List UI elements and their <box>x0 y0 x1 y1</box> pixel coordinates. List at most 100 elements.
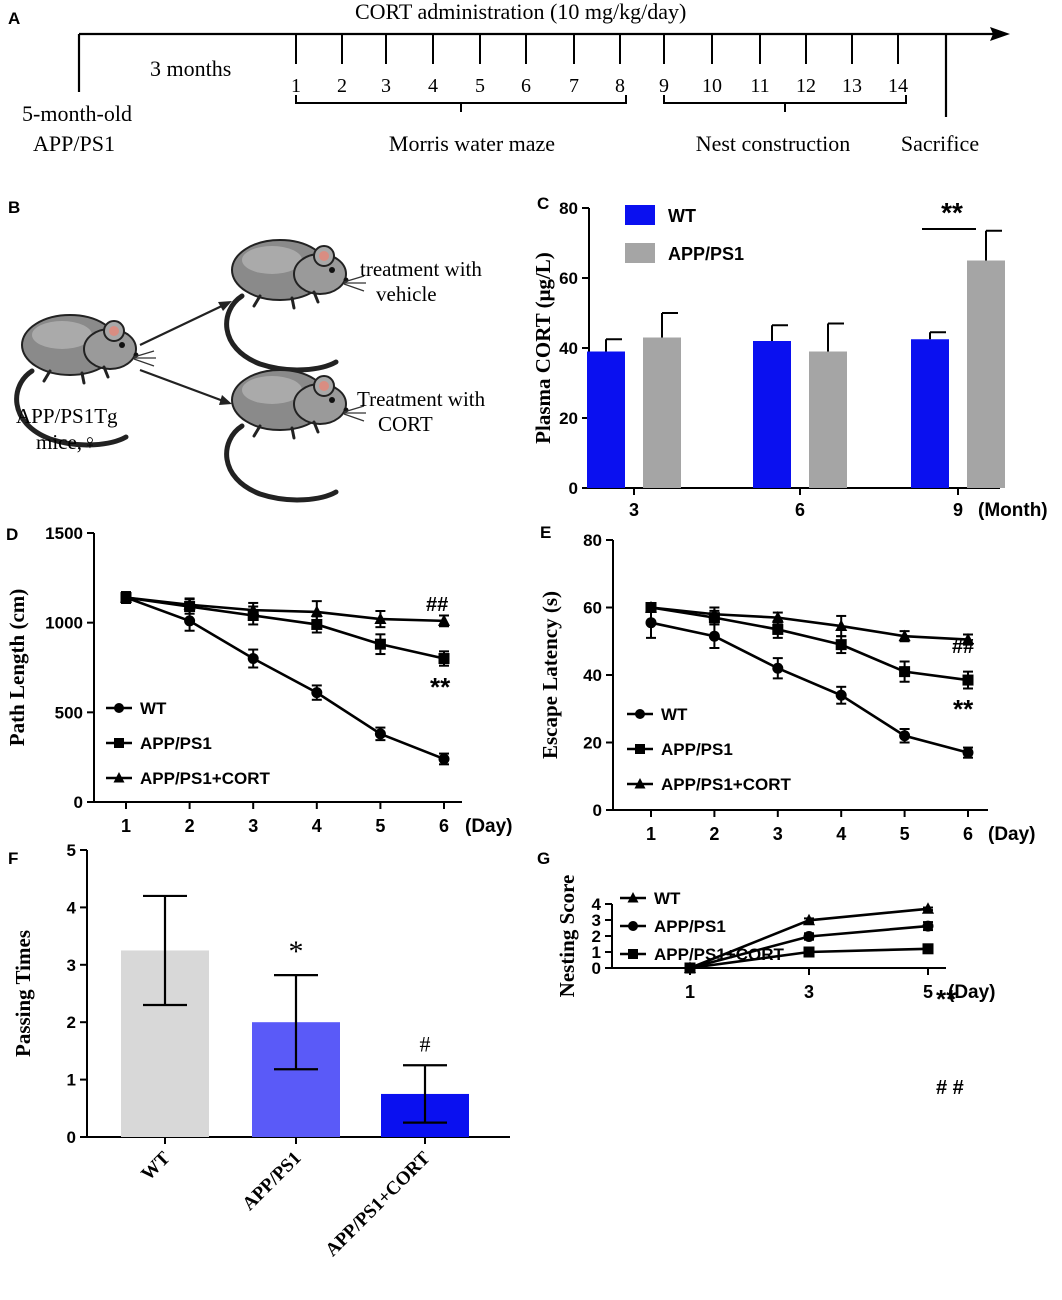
data-point-marker <box>684 962 696 974</box>
x-tick-label: APP/PS1+CORT <box>321 1147 434 1260</box>
day-tick-label: 11 <box>750 75 769 97</box>
x-tick-label: 4 <box>836 824 846 844</box>
data-point-marker <box>310 605 323 617</box>
data-point-marker <box>835 619 848 632</box>
data-point-marker <box>374 612 387 625</box>
x-tick-label: WT <box>137 1147 174 1184</box>
source-label-1: APP/PS1Tg <box>16 404 118 428</box>
y-tick-label: 60 <box>559 269 578 288</box>
data-point-marker <box>922 943 934 955</box>
legend-label: WT <box>140 699 167 718</box>
x-tick-label: 2 <box>185 816 195 836</box>
legend-label: APP/PS1 <box>140 734 212 753</box>
significance-label: ** <box>953 694 974 724</box>
day-tick-label: 10 <box>702 75 722 97</box>
data-point-marker <box>374 638 386 650</box>
data-point-marker <box>119 590 133 603</box>
bar-app-ps1 <box>809 351 847 488</box>
data-point-marker <box>898 629 911 642</box>
y-axis-label: Passing Times <box>11 930 35 1057</box>
data-point-marker <box>803 946 815 958</box>
data-point-marker <box>628 921 638 931</box>
panel-letter-d: D <box>6 525 18 544</box>
significance-label: # <box>420 1031 431 1056</box>
x-tick-label: APP/PS1 <box>238 1148 305 1215</box>
x-axis-label: (Day) <box>988 824 1036 845</box>
data-point-marker <box>645 617 657 629</box>
day-tick-label: 13 <box>842 75 862 97</box>
x-tick-label: 4 <box>312 816 322 836</box>
day-tick-label: 9 <box>659 75 669 97</box>
series-line <box>125 596 445 761</box>
data-point-marker <box>922 920 934 932</box>
x-tick-label: 1 <box>646 824 656 844</box>
day-tick-label: 14 <box>888 75 908 97</box>
data-point-marker <box>635 709 645 719</box>
y-tick-label: 60 <box>583 599 602 618</box>
y-tick-label: 40 <box>559 339 578 358</box>
x-tick-label: 1 <box>685 982 695 1002</box>
legend-label: WT <box>668 206 696 226</box>
y-tick-label: 5 <box>67 841 76 860</box>
y-tick-label: 0 <box>569 479 578 498</box>
mwm-label: Morris water maze <box>389 131 555 156</box>
data-point-marker <box>962 674 974 686</box>
legend-label: APP/PS1 <box>654 917 726 936</box>
data-point-marker <box>437 614 451 626</box>
day-tick-label: 8 <box>615 75 625 97</box>
data-point-marker <box>634 778 646 789</box>
y-tick-label: 20 <box>583 734 602 753</box>
y-axis-label: Escape Latency (s) <box>538 591 562 759</box>
x-axis-label: (Day) <box>948 982 996 1003</box>
bar-app-ps1 <box>643 337 681 488</box>
x-tick-label: 6 <box>963 824 973 844</box>
y-tick-label: 1 <box>67 1071 76 1090</box>
cort-arrow <box>139 368 227 404</box>
y-tick-label: 4 <box>592 895 602 914</box>
y-axis-label: Plasma CORT (μg/L) <box>531 252 555 444</box>
sacrifice-label: Sacrifice <box>901 131 979 156</box>
panel-letter-e: E <box>540 523 551 542</box>
x-tick-label: 2 <box>709 824 719 844</box>
bar-app-ps1 <box>967 260 1005 488</box>
series-wt <box>683 902 935 973</box>
panel-letter-a: A <box>8 9 20 28</box>
x-tick-label: 3 <box>248 816 258 836</box>
timeline-title: CORT administration (10 mg/kg/day) <box>355 0 686 24</box>
legend-label: WT <box>661 705 688 724</box>
x-tick-label: 5 <box>923 982 933 1002</box>
strain-label: APP/PS1 <box>33 131 115 156</box>
significance-label: # # <box>936 1077 964 1099</box>
cort-mouse-image <box>227 370 366 500</box>
y-axis-label: Nesting Score <box>555 875 579 998</box>
mwm-bracket <box>295 95 627 112</box>
data-point-marker <box>835 639 847 651</box>
y-tick-label: 0 <box>592 959 601 978</box>
day-tick-label: 4 <box>428 75 438 97</box>
timeline-arrowhead <box>990 27 1010 41</box>
legend-label: APP/PS1+CORT <box>661 775 792 794</box>
x-tick-label: 3 <box>804 982 814 1002</box>
data-point-marker <box>114 738 124 748</box>
y-tick-label: 4 <box>67 898 77 917</box>
panel-d: D 0 500 1000 1500 Path Length (cm) 1 2 3 4 5 6 (Day… <box>5 524 513 837</box>
data-point-marker <box>183 598 196 610</box>
age-label: 5-month-old <box>22 101 132 126</box>
x-tick-label: 6 <box>439 816 449 836</box>
y-tick-label: 1000 <box>45 614 83 633</box>
vehicle-label-2: vehicle <box>376 282 437 306</box>
x-axis-label: (Month) <box>978 500 1048 521</box>
y-axis-label: Path Length (cm) <box>5 589 29 746</box>
legend-label: APP/PS1 <box>661 740 733 759</box>
panel-letter-b: B <box>8 198 20 217</box>
series-line <box>650 606 969 641</box>
data-point-marker <box>113 772 125 783</box>
data-point-marker <box>644 600 658 613</box>
nest-label: Nest construction <box>696 131 851 156</box>
series-wt <box>645 606 974 759</box>
y-tick-label: 40 <box>583 666 602 685</box>
day-tick-label: 5 <box>475 75 485 97</box>
cort-label-2: CORT <box>378 412 433 436</box>
passing-times-chart: 0 1 2 3 4 5 Passing Times WT APP/PS1 * APP/PS1+COR… <box>11 841 510 1261</box>
